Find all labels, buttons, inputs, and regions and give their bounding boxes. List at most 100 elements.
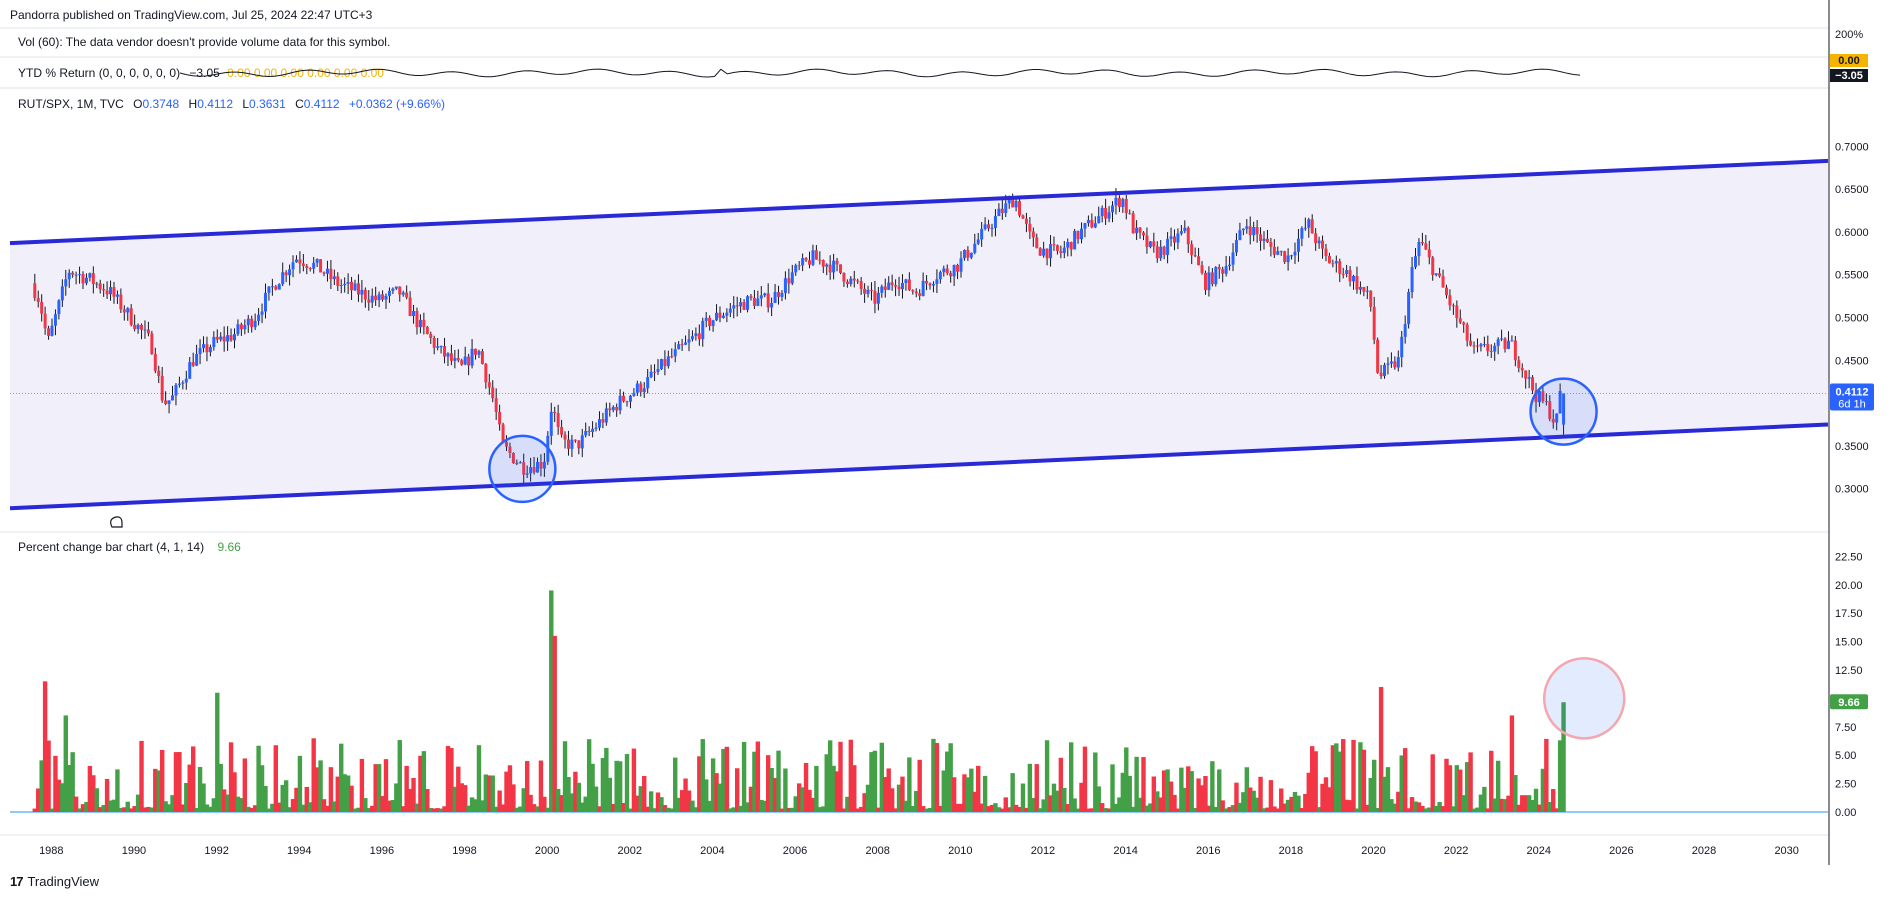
candle-body [852, 278, 856, 281]
pct-bar [817, 807, 823, 812]
candle-body [670, 356, 674, 358]
candle-body [133, 324, 137, 330]
candle-body [701, 320, 705, 340]
candle-body [1365, 290, 1369, 292]
annotation-circle [488, 434, 557, 504]
candle-body [370, 295, 374, 303]
pct-bar [1292, 791, 1298, 812]
candle-body [1293, 251, 1297, 256]
pct-bar [590, 763, 595, 812]
close-label: C [295, 97, 304, 111]
pct-bar [700, 739, 705, 812]
candle-body [1472, 345, 1476, 347]
candle-body [1262, 238, 1266, 242]
candle-body [422, 319, 426, 327]
pct-bar [883, 777, 888, 812]
pct-bar [84, 801, 89, 812]
candle-body [477, 351, 481, 355]
pct-bar [1482, 786, 1487, 812]
pct-bar [1075, 808, 1081, 812]
tradingview-logo[interactable]: 17 TradingView [10, 874, 99, 889]
pct-bar [986, 806, 991, 812]
pct-bar [1007, 807, 1012, 812]
pct-bar [1237, 802, 1243, 812]
candle-body [126, 308, 130, 313]
drawing-tool-icon [110, 516, 123, 528]
candle-body [780, 293, 784, 297]
pct-bar [321, 799, 327, 812]
time-axis-label: 2016 [1196, 845, 1220, 857]
pct-bar [1003, 797, 1008, 812]
candle-body [418, 319, 422, 328]
pct-bar [1334, 743, 1339, 812]
candle-body [835, 260, 839, 265]
pct-bar [779, 808, 785, 812]
candle-body [150, 333, 154, 355]
pct-bar [500, 804, 506, 812]
pct-bar [962, 774, 967, 812]
candle-body [1352, 275, 1356, 282]
pct-bar [366, 808, 371, 812]
pct-bar [1034, 764, 1039, 812]
pct-bar [249, 807, 254, 812]
pct-bar [907, 757, 912, 812]
pct-axis-label: 22.50 [1835, 551, 1863, 563]
candle-body [1372, 306, 1376, 340]
time-axis-label: 1994 [287, 845, 311, 857]
candle-body [109, 287, 113, 295]
pct-bar [655, 792, 661, 812]
candle-body [222, 336, 226, 342]
candle-body [1424, 243, 1428, 250]
candle-body [987, 224, 991, 229]
pct-bar [411, 777, 416, 812]
candle-body [1338, 261, 1342, 274]
candle-body [164, 400, 168, 404]
candle-body [212, 336, 216, 348]
pct-bar [1347, 800, 1353, 812]
pct-bar [163, 801, 168, 812]
pct-bar [1378, 687, 1384, 812]
candle-body [515, 463, 519, 465]
candle-body [1386, 363, 1390, 365]
pct-bar [46, 740, 51, 812]
candle-body [236, 324, 240, 335]
candle-body [253, 320, 257, 328]
pct-bar [755, 741, 761, 812]
pct-legend[interactable]: Percent change bar chart (4, 1, 14) 9.66 [18, 540, 241, 554]
candle-body [1011, 199, 1015, 208]
pct-bar [487, 775, 492, 812]
pct-bar [266, 808, 272, 812]
pct-bar [1041, 799, 1046, 812]
candle-body [983, 224, 987, 229]
candle-body [818, 259, 822, 261]
pct-bar [659, 797, 664, 812]
low-label: L [242, 97, 250, 111]
pct-bar [1062, 787, 1067, 812]
candle-body [535, 462, 539, 473]
time-axis-label: 2028 [1692, 845, 1716, 857]
last-price-tag-countdown: 6d 1h [1838, 398, 1866, 410]
pct-bar [1520, 795, 1525, 812]
candle-body [1193, 255, 1197, 257]
pct-bar [1251, 790, 1256, 812]
candle-body [1403, 324, 1407, 337]
candle-body [959, 258, 963, 272]
pct-bar [524, 761, 530, 812]
pct-bar [215, 692, 220, 812]
pct-bar [679, 790, 685, 812]
candle-body [1241, 228, 1245, 231]
pct-legend-value: 9.66 [217, 540, 241, 554]
candle-body [1510, 340, 1514, 342]
pct-bar [642, 775, 647, 812]
candle-body [439, 346, 443, 348]
pct-bar [1203, 775, 1208, 812]
pct-bar [1241, 792, 1246, 812]
pct-bar [1454, 765, 1460, 812]
volume-legend[interactable]: Vol (60): The data vendor doesn't provid… [18, 35, 391, 49]
pct-bar [648, 791, 654, 812]
pct-bar [1509, 715, 1515, 812]
high-value: 0.4112 [197, 97, 234, 111]
pct-bar [67, 764, 72, 812]
symbol-legend[interactable]: RUT/SPX, 1M, TVC O0.3748 H0.4112 L0.3631… [18, 97, 445, 111]
